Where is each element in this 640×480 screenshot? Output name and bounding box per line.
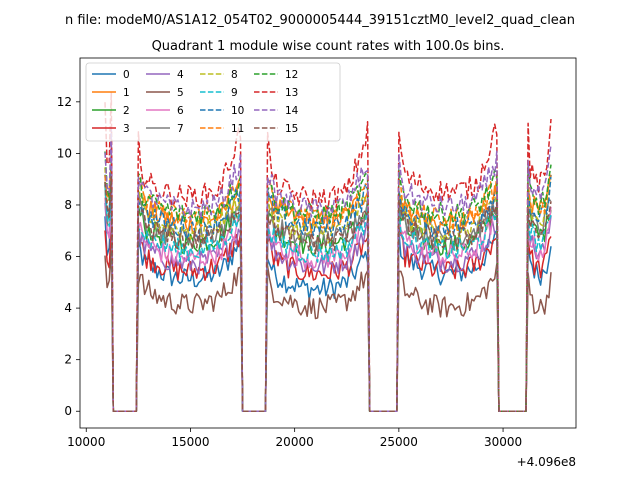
legend-label: 8 [231, 69, 238, 81]
legend-label: 15 [285, 123, 298, 135]
series-line-13 [104, 91, 552, 412]
y-tick-label: 12 [57, 95, 72, 109]
y-tick-label: 4 [64, 301, 72, 315]
legend-label: 12 [285, 69, 298, 81]
legend-label: 2 [123, 105, 130, 117]
x-offset-label: +4.096e8 [517, 455, 576, 469]
figure-suptitle: n file: modeM0/AS1A12_054T02_9000005444_… [65, 13, 575, 28]
legend-label: 10 [231, 105, 244, 117]
series-line-14 [104, 127, 552, 412]
x-tick-label: 30000 [484, 435, 522, 449]
plot-frame [79, 57, 577, 429]
series-line-0 [104, 204, 552, 412]
x-tick-label: 15000 [171, 435, 209, 449]
legend-label: 13 [285, 87, 298, 99]
legend-label: 7 [177, 123, 184, 135]
y-tick-label: 8 [64, 198, 72, 212]
series-line-9 [104, 184, 552, 412]
chart-title: Quadrant 1 module wise count rates with … [152, 39, 505, 54]
series-line-11 [104, 162, 552, 412]
legend-label: 6 [177, 105, 184, 117]
series-line-1 [104, 164, 552, 412]
x-tick-label: 25000 [380, 435, 418, 449]
legend-label: 11 [231, 123, 244, 135]
legend-label: 0 [123, 69, 130, 81]
legend-label: 1 [123, 87, 130, 99]
x-tick-label: 20000 [276, 435, 314, 449]
legend-label: 4 [177, 69, 184, 81]
series-line-5 [104, 247, 552, 412]
x-tick-label: 10000 [67, 435, 105, 449]
legend-label: 3 [123, 123, 130, 135]
y-tick-label: 2 [64, 353, 72, 367]
series-line-7 [104, 183, 552, 412]
axes: 10000 15000 20000 25000 30000 0 2 4 6 8 10 12 [57, 95, 522, 449]
series-line-3 [104, 225, 552, 412]
series-line-15 [104, 176, 552, 412]
legend-label: 5 [177, 87, 184, 99]
legend-label: 14 [285, 105, 299, 117]
series-line-12 [104, 150, 552, 412]
legend-frame [85, 62, 341, 142]
series-lines [104, 91, 552, 412]
legend-label: 9 [231, 87, 238, 99]
y-tick-label: 10 [57, 146, 72, 160]
y-tick-label: 0 [64, 404, 72, 418]
y-tick-label: 6 [64, 250, 72, 264]
